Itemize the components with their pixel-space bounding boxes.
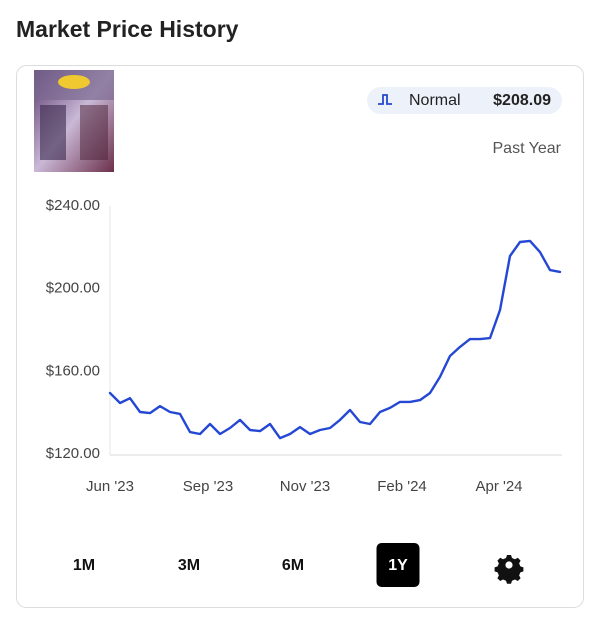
page-title: Market Price History [16, 16, 239, 42]
period-label: Past Year [493, 140, 562, 157]
gear-icon[interactable] [494, 555, 524, 584]
range-button[interactable]: 1M [73, 557, 95, 574]
card [16, 65, 584, 608]
range-button[interactable]: 6M [282, 557, 304, 574]
y-tick-label: $240.00 [46, 197, 100, 214]
x-tick-label: Apr '24 [475, 478, 522, 495]
x-tick-label: Feb '24 [377, 478, 427, 495]
settings-button[interactable] [494, 555, 524, 584]
range-button[interactable]: 3M [178, 557, 200, 574]
y-tick-label: $200.00 [46, 280, 100, 297]
y-tick-label: $120.00 [46, 445, 100, 462]
badge-icon [378, 94, 392, 105]
badge [367, 87, 562, 114]
badge-label: Normal [409, 92, 461, 109]
product-image [34, 70, 114, 172]
selected-bg [376, 543, 420, 587]
price-line [108, 239, 562, 440]
badge-price: $208.09 [493, 92, 551, 109]
x-tick-label: Sep '23 [183, 478, 233, 495]
range-button[interactable]: 1Y [388, 557, 408, 574]
x-tick-label: Jun '23 [86, 478, 134, 495]
y-tick-label: $160.00 [46, 362, 100, 379]
gear-hole [505, 561, 513, 569]
x-tick-label: Nov '23 [280, 478, 330, 495]
